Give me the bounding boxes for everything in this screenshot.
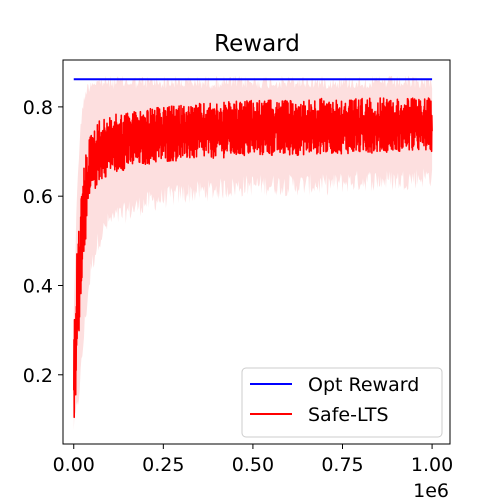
chart-title: Reward xyxy=(214,31,300,57)
x-tick-label: 0.00 xyxy=(53,454,95,476)
safe-lts-line xyxy=(73,97,433,419)
legend-label-safe-lts: Safe-LTS xyxy=(308,404,389,426)
y-tick-label: 0.4 xyxy=(23,275,53,297)
x-axis-offset-label: 1e6 xyxy=(413,480,449,500)
x-axis: 0.00 0.25 0.50 0.75 1.00 xyxy=(53,444,453,476)
legend-label-opt-reward: Opt Reward xyxy=(308,374,419,396)
x-tick-label: 1.00 xyxy=(411,454,453,476)
x-tick-label: 0.25 xyxy=(142,454,184,476)
y-tick-label: 0.2 xyxy=(23,365,53,387)
y-axis: 0.2 0.4 0.6 0.8 xyxy=(23,97,63,387)
legend-box xyxy=(241,367,443,438)
x-tick-label: 0.50 xyxy=(232,454,274,476)
y-tick-label: 0.8 xyxy=(23,97,53,119)
plot-area xyxy=(73,75,433,431)
safe-lts-band xyxy=(73,75,433,431)
x-tick-label: 0.75 xyxy=(321,454,363,476)
y-tick-label: 0.6 xyxy=(23,186,53,208)
axes-frame xyxy=(62,59,451,445)
legend: Opt Reward Safe-LTS xyxy=(241,367,443,438)
